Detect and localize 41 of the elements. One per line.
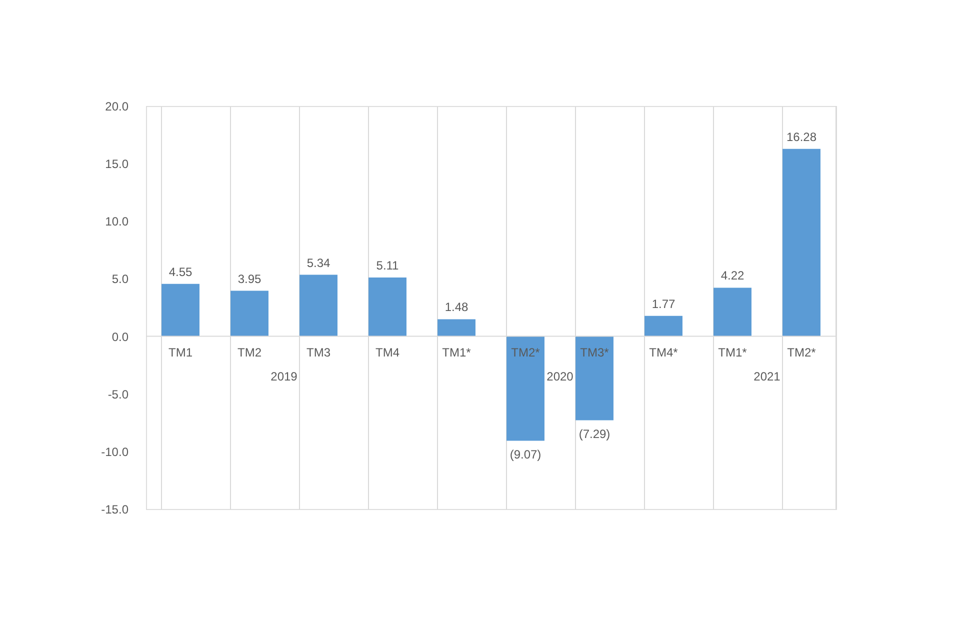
annotation: 2020 — [546, 369, 574, 384]
bar — [576, 336, 614, 420]
x-tick-label: TM3* — [580, 345, 610, 360]
x-tick-label: TM3 — [306, 345, 331, 360]
bar — [438, 319, 476, 336]
data-label: 1.48 — [444, 300, 468, 314]
y-tick-label: -10.0 — [101, 444, 129, 459]
bar — [368, 277, 406, 336]
x-tick-label: TM1* — [442, 345, 472, 360]
y-tick-label: 10.0 — [105, 214, 129, 229]
annotation: 2019 — [270, 369, 298, 384]
x-tick-label: TM2* — [787, 345, 816, 360]
data-label: 4.55 — [168, 264, 192, 279]
data-label: 1.77 — [652, 296, 676, 311]
y-tick-label: 5.0 — [112, 272, 129, 286]
y-tick-label: -5.0 — [108, 387, 129, 402]
data-label: 3.95 — [238, 272, 262, 286]
x-tick-label: TM1 — [168, 345, 193, 360]
y-tick-label: 20.0 — [105, 100, 129, 114]
y-tick-label: 15.0 — [105, 157, 129, 172]
x-tick-label: TM4* — [649, 345, 678, 360]
y-tick-label: 0.0 — [112, 330, 129, 344]
data-label: 5.34 — [306, 256, 330, 270]
data-label: 5.11 — [376, 258, 400, 272]
x-tick-label: TM1* — [718, 345, 748, 360]
x-tick-label: TM4 — [376, 345, 400, 360]
bar — [230, 290, 268, 336]
x-tick-label: TM2 — [238, 345, 262, 360]
data-label: (7.29) — [578, 427, 610, 442]
bar — [714, 288, 752, 336]
bar — [506, 336, 544, 441]
x-tick-label: TM2* — [511, 345, 540, 360]
bar — [300, 274, 338, 336]
data-label: (9.07) — [510, 448, 542, 462]
bar — [162, 284, 200, 336]
data-label: 16.28 — [786, 130, 817, 144]
bar — [782, 148, 820, 336]
y-tick-label: -15.0 — [101, 502, 129, 516]
annotation: 2021 — [754, 369, 781, 384]
bar — [644, 316, 682, 336]
data-label: 4.22 — [720, 268, 744, 283]
